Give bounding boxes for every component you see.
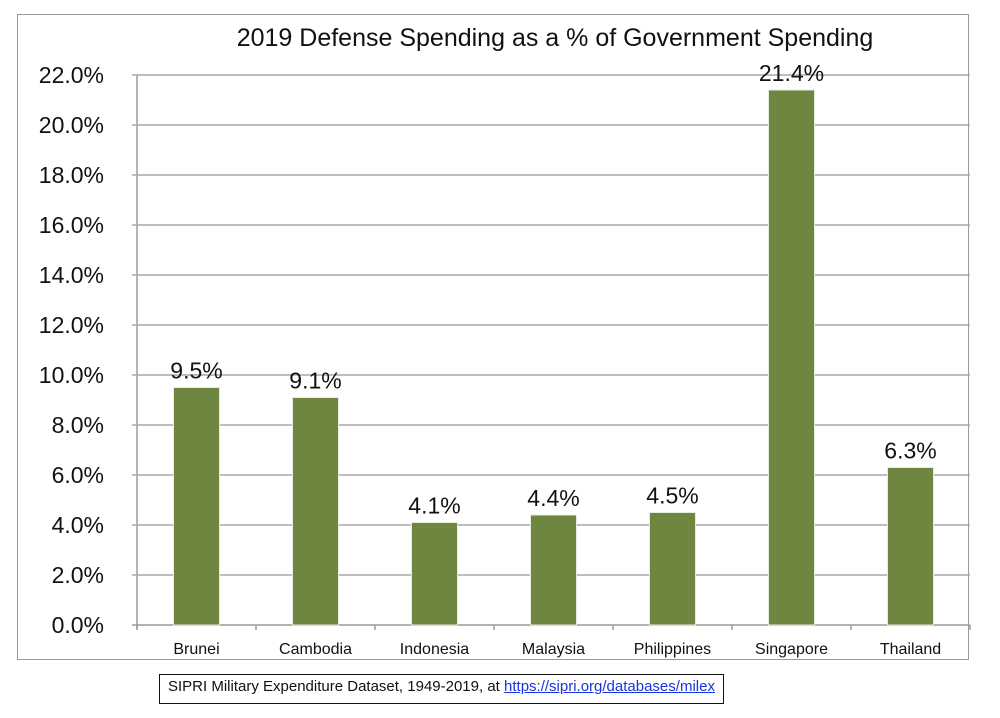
data-label: 4.5% <box>646 483 698 509</box>
y-tick-label: 4.0% <box>52 512 104 538</box>
bar-malaysia <box>530 514 577 626</box>
data-label: 9.5% <box>170 358 222 384</box>
y-tick-label: 18.0% <box>39 162 104 188</box>
x-tick-label: Indonesia <box>400 641 469 658</box>
y-tick-label: 22.0% <box>39 62 104 88</box>
y-axis-ticks: 0.0% 2.0% 4.0% 6.0% 8.0% 10.0% 12.0% 14.0% 16.0%… <box>39 62 104 638</box>
source-text: SIPRI Military Expenditure Dataset, 1949… <box>168 678 505 695</box>
x-tick-label: Cambodia <box>279 641 352 658</box>
y-tick-label: 14.0% <box>39 262 104 288</box>
y-tick-label: 2.0% <box>52 562 104 588</box>
y-tick-label: 0.0% <box>52 612 104 638</box>
bar-indonesia <box>411 522 458 626</box>
chart-title: 2019 Defense Spending as a % of Governme… <box>237 24 874 52</box>
bar-cambodia <box>292 397 339 626</box>
x-tick-label: Malaysia <box>522 641 585 658</box>
x-axis-ticks: Brunei Cambodia Indonesia Malaysia Philippin… <box>173 641 941 658</box>
bar-thailand <box>887 467 934 626</box>
y-tick-label: 20.0% <box>39 112 104 138</box>
y-tick-label: 6.0% <box>52 462 104 488</box>
source-caption: SIPRI Military Expenditure Dataset, 1949… <box>159 674 724 704</box>
y-tick-label: 10.0% <box>39 362 104 388</box>
source-link[interactable]: https://sipri.org/databases/milex <box>504 678 715 695</box>
y-tick-label: 16.0% <box>39 212 104 238</box>
x-tick-label: Thailand <box>880 641 941 658</box>
gridlines <box>132 74 971 630</box>
data-label: 4.4% <box>527 485 579 511</box>
data-label: 9.1% <box>289 368 341 394</box>
y-tick-label: 12.0% <box>39 312 104 338</box>
data-label: 4.1% <box>408 493 460 519</box>
data-labels: 9.5% 9.1% 4.1% 4.4% 4.5% 21.4% 6.3% <box>170 60 936 519</box>
bar-philippines <box>649 512 696 626</box>
data-label: 6.3% <box>884 438 936 464</box>
x-tick-label: Brunei <box>173 641 219 658</box>
bar-brunei <box>173 387 220 626</box>
y-tick-label: 8.0% <box>52 412 104 438</box>
bars <box>173 89 934 626</box>
x-tick-label: Singapore <box>755 641 828 658</box>
bar-singapore <box>768 89 815 626</box>
x-tick-label: Philippines <box>634 641 711 658</box>
data-label: 21.4% <box>759 60 824 86</box>
